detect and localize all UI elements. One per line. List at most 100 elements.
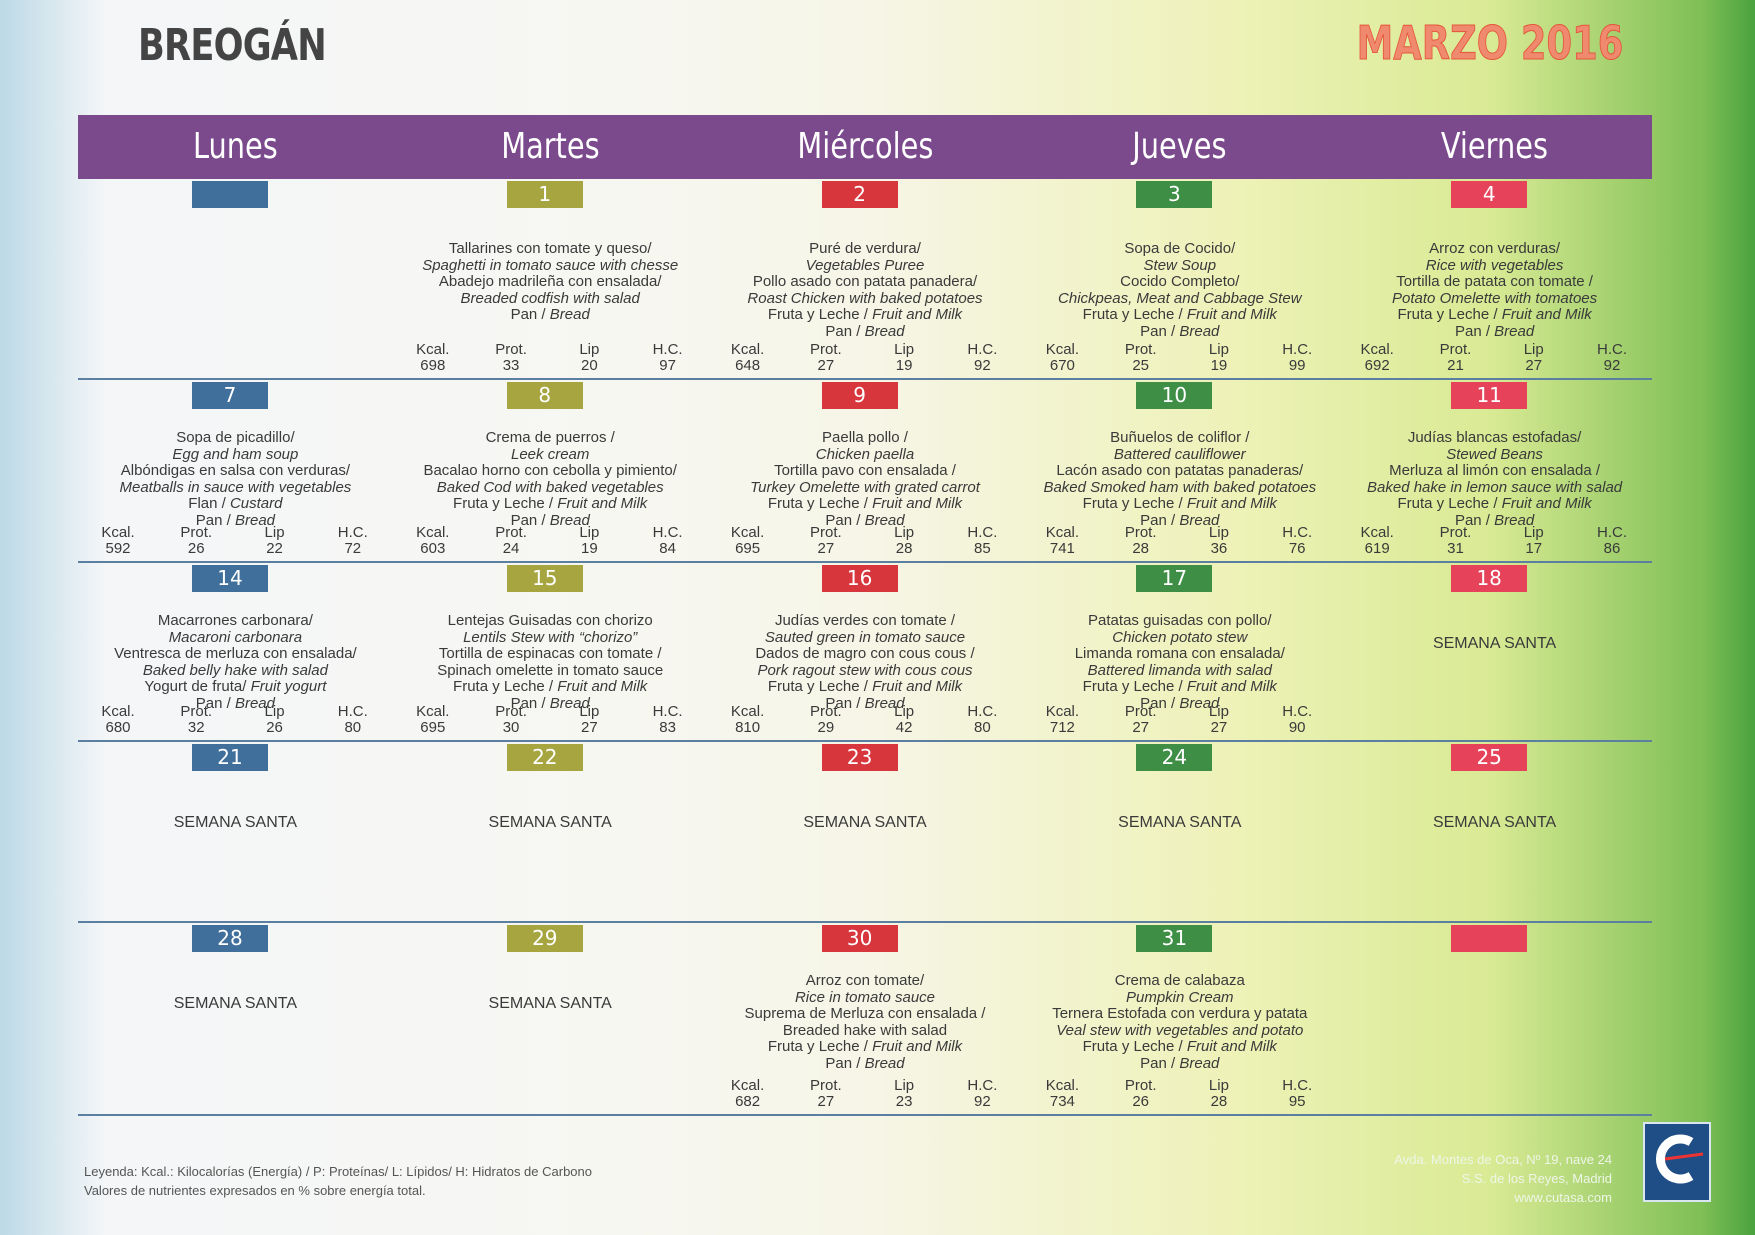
dish-es: Pan /: [825, 1054, 861, 1072]
menu: Sopa de picadillo/Egg and ham soup Albónd…: [120, 429, 352, 530]
menu-line: Arroz con verduras/: [1429, 240, 1561, 257]
nutrient-value: 26: [1132, 1093, 1149, 1110]
nutrient-label: Lip: [894, 341, 915, 358]
dish-es: Pan /: [825, 322, 861, 340]
menu-line: Leek cream: [423, 446, 677, 464]
menu-line: Baked Cod with baked vegetables: [423, 479, 677, 497]
menu-line: Rice with vegetables: [1392, 257, 1597, 275]
menu-line: Merluza al limón con ensalada /: [1389, 462, 1601, 480]
day-badge: 28: [192, 925, 268, 952]
dish-es: Fruta y Leche /: [767, 495, 868, 513]
dish-en: Custard: [229, 495, 283, 513]
dish-es: Fruta y Leche /: [1082, 1038, 1183, 1056]
nutrients: Kcal. 619 Prot. 31 Lip 17 H.C. 86: [1347, 525, 1642, 557]
menu-line: Pan / Bread: [1052, 1054, 1307, 1073]
menu-line: Fruta y Leche / Fruit and Milk: [1367, 496, 1622, 513]
dish-en: Bread: [1179, 694, 1220, 712]
nutrient-label: Lip: [579, 703, 600, 720]
nutrient-value: 712: [1049, 719, 1075, 736]
menu-line: Battered cauliflower: [1043, 446, 1316, 464]
menu-line: Pan / Bread: [1058, 322, 1301, 341]
menu-line: Pork ragout stew with cous cous: [755, 662, 974, 680]
nutrients: Kcal. 698 Prot. 33 Lip 20 H.C. 97: [403, 342, 698, 374]
nutrient: Prot. 21: [1425, 342, 1485, 374]
address-line: S.S. de los Reyes, Madrid: [1461, 1171, 1612, 1186]
nutrient-label: Kcal.: [730, 703, 765, 720]
day-badge: 22: [506, 744, 583, 771]
menu-line: Abadejo madrileña con ensalada/: [438, 273, 662, 291]
nutrient-label: Lip: [894, 524, 915, 541]
day-cell: 16 Judías verdes con tomate / Sauted green…: [708, 563, 1023, 740]
address-line: www.cutasa.com: [1514, 1190, 1612, 1205]
menu-line: Judías verdes con tomate /: [774, 612, 956, 629]
menu-line: Chickpeas, Meat and Cabbage Stew: [1058, 290, 1301, 308]
dish-en: Roast Chicken with baked potatoes: [747, 289, 983, 307]
nutrient-label: Prot.: [180, 703, 213, 720]
menu-line: Pan / Bread: [745, 1054, 986, 1073]
day-cell: 10 Buñuelos de coliflor / Battered caulifl…: [1022, 380, 1337, 561]
nutrient: Kcal. 682: [718, 1078, 778, 1110]
nutrient-value: 27: [1525, 357, 1543, 374]
menu: Arroz con verduras/Rice with vegetables T…: [1392, 240, 1598, 341]
dish-en: Vegetables Puree: [805, 256, 925, 274]
nutrients: Kcal. 648 Prot. 27 Lip 19 H.C. 92: [718, 342, 1013, 374]
nutrient: H.C. 97: [638, 342, 698, 374]
nutrient-label: H.C.: [967, 1077, 998, 1094]
nutrient-value: 92: [974, 357, 991, 374]
nutrient-value: 86: [1603, 540, 1621, 557]
nutrient-value: 27: [1132, 719, 1149, 736]
note: SEMANA SANTA: [803, 814, 927, 831]
nutrient-value: 28: [1132, 540, 1149, 557]
nutrient-label: Lip: [1523, 524, 1544, 541]
nutrient-value: 92: [974, 1093, 991, 1110]
day-badge: 10: [1136, 382, 1213, 409]
note: SEMANA SANTA: [488, 995, 612, 1012]
day-cell: 8 Crema de puerros / Leek cream Bacalao hor…: [393, 380, 708, 561]
day-badge: 31: [1136, 925, 1213, 952]
nutrient-value: 21: [1447, 357, 1464, 374]
menu-line: Pan / Bread: [437, 695, 663, 713]
dish-es: Pan /: [1140, 694, 1176, 712]
day-cell: 14 Macarrones carbonara/Macaroni carbonar…: [78, 563, 393, 740]
nutrient-value: 92: [1603, 357, 1621, 374]
nutrient: Kcal. 592: [88, 525, 148, 557]
nutrient-label: H.C.: [1596, 341, 1627, 358]
menu-line: Pan / Bread: [755, 695, 974, 713]
day-badge: 7: [192, 382, 268, 409]
address-line: Avda. Montes de Oca, Nº 19, nave 24: [1394, 1152, 1612, 1167]
dish-es: Yogurt de fruta/: [144, 678, 247, 696]
dish-en: Chicken paella: [815, 445, 915, 463]
nutrient: Prot. 27: [796, 1078, 856, 1110]
day-badge: 9: [821, 382, 898, 409]
nutrient: Kcal. 810: [718, 704, 778, 736]
day-cell: 29 SEMANA SANTA: [393, 923, 708, 1114]
menu: Crema de puerros / Leek cream Bacalao horn…: [423, 429, 677, 530]
nutrient-label: Kcal.: [1360, 524, 1394, 541]
nutrients: Kcal. 695 Prot. 27 Lip 28 H.C. 85: [718, 525, 1013, 557]
dish-en: Bread: [234, 694, 275, 712]
nutrient-value: 695: [735, 540, 761, 557]
dish-en: Veal stew with vegetables and potato: [1056, 1021, 1304, 1039]
nutrient: H.C. 99: [1267, 342, 1327, 374]
menu-line: Cocido Completo/: [1120, 273, 1240, 291]
nutrient-label: Prot.: [1124, 524, 1157, 541]
dish-es: Pan /: [1140, 322, 1176, 340]
nutrient-label: H.C.: [1282, 703, 1313, 720]
nutrient: Prot. 30: [481, 704, 541, 736]
dish-es: Pan /: [825, 511, 861, 529]
dish-en: Baked hake in lemon sauce with salad: [1367, 478, 1623, 496]
nutrient-label: Lip: [1208, 1077, 1229, 1094]
dish-es: Fruta y Leche /: [1397, 306, 1498, 324]
nutrient: Prot. 27: [796, 525, 856, 557]
nutrient-value: 810: [735, 719, 761, 736]
nutrient: Lip 27: [1189, 704, 1249, 736]
dish-es: Pan /: [1140, 1054, 1176, 1072]
nutrient-value: 734: [1049, 1093, 1075, 1110]
nutrient-label: H.C.: [1596, 524, 1627, 541]
menu-line: Puré de verdura/: [809, 240, 921, 257]
dish-es: Fruta y Leche /: [1397, 495, 1498, 513]
menu: Puré de verdura/Vegetables Puree Pollo as…: [747, 240, 983, 341]
menu: Judías blancas estofadas/Stewed Beans Mer…: [1367, 429, 1623, 530]
dish-en: Potato Omelette with tomatoes: [1392, 289, 1598, 307]
